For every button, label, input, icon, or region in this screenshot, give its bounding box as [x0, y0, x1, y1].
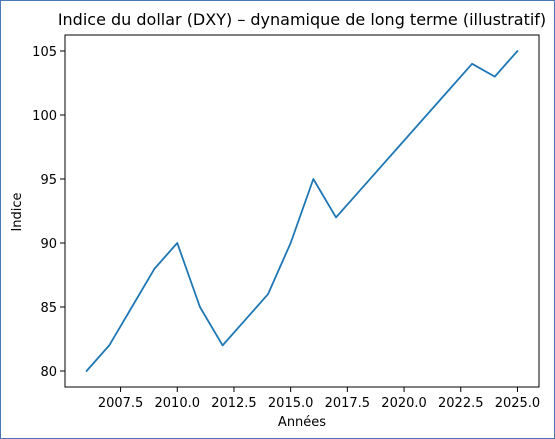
x-tick-label: 2015.0 — [268, 396, 314, 411]
x-tick-label: 2020.0 — [381, 396, 427, 411]
plot-area: 2007.5 2010.0 2012.5 2015.0 2017.5 2020.0 2022… — [32, 34, 541, 411]
x-tick-label: 2012.5 — [211, 396, 257, 411]
y-tick-label: 105 — [32, 45, 57, 60]
y-tick-label: 95 — [40, 173, 57, 188]
x-axis-label: Années — [278, 415, 326, 430]
plot-frame — [64, 34, 540, 388]
y-tick-label: 90 — [40, 237, 57, 252]
x-tick-label: 2017.5 — [325, 396, 371, 411]
y-tick-label: 100 — [32, 109, 57, 124]
x-tick-label: 2010.0 — [155, 396, 201, 411]
x-tick-label: 2022.5 — [438, 396, 484, 411]
x-tick-label: 2007.5 — [98, 396, 144, 411]
y-axis-label: Indice — [10, 192, 25, 231]
chart-title: Indice du dollar (DXY) – dynamique de lo… — [58, 10, 546, 29]
x-tick-label: 2025.0 — [495, 396, 541, 411]
y-tick-label: 85 — [40, 301, 57, 316]
series-line — [85, 50, 519, 372]
y-tick-label: 80 — [40, 365, 57, 380]
